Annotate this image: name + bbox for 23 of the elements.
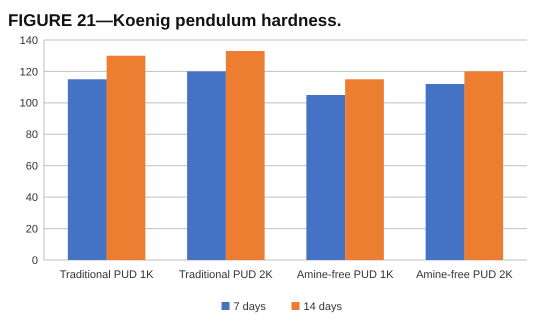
x-tick-label: Amine-free PUD 1K — [296, 269, 394, 281]
y-tick-label: 0 — [32, 254, 38, 267]
x-tick-label: Traditional PUD 1K — [60, 269, 154, 281]
y-tick-label: 40 — [26, 192, 38, 204]
bar — [345, 79, 384, 260]
bar — [426, 84, 464, 260]
legend-label: 14 days — [304, 300, 343, 313]
legend-label: 7 days — [234, 300, 266, 313]
bar — [306, 95, 346, 260]
y-tick-label: 100 — [20, 98, 38, 110]
y-tick-label: 20 — [26, 223, 38, 236]
bar — [226, 51, 265, 260]
y-tick-label: 120 — [20, 66, 38, 78]
y-tick-label: 60 — [26, 160, 38, 173]
y-tick-label: 140 — [20, 34, 38, 47]
bar — [187, 71, 226, 260]
bar — [464, 71, 504, 260]
chart-title: FIGURE 21—Koenig pendulum hardness. — [8, 11, 342, 30]
bar — [106, 56, 146, 260]
x-tick-label: Traditional PUD 2K — [178, 269, 274, 281]
x-tick-label: Amine-free PUD 2K — [416, 269, 514, 281]
bar — [68, 79, 107, 260]
y-tick-label: 80 — [26, 129, 38, 142]
